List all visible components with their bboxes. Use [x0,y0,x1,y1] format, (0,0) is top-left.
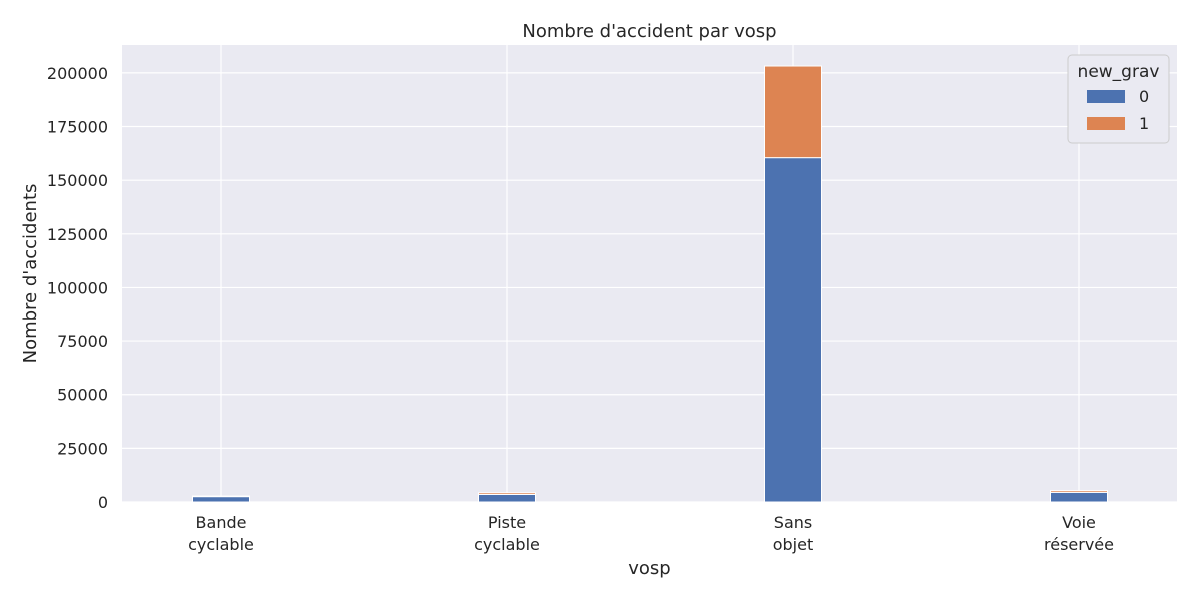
y-tick-label: 50000 [57,386,108,405]
y-axis-label: Nombre d'accidents [20,184,41,364]
x-tick-label: cyclable [188,535,254,554]
legend-label-1: 1 [1139,114,1149,133]
bar-2-series-0 [764,157,822,503]
y-tick-label: 75000 [57,332,108,351]
chart-title: Nombre d'accident par vosp [522,21,776,42]
x-tick-label: cyclable [474,535,540,554]
x-tick-label: réservée [1044,535,1114,554]
legend-title: new_grav [1078,62,1160,82]
x-axis-label: vosp [628,558,670,579]
legend-swatch-1 [1087,117,1125,130]
y-tick-label: 150000 [47,171,108,190]
x-tick-label: objet [773,535,814,554]
y-tick-label: 0 [98,493,108,512]
bar-1-series-0 [478,493,536,503]
legend: new_grav 01 [1067,54,1170,144]
y-tick-label: 200000 [47,64,108,83]
y-tick-label: 175000 [47,118,108,137]
y-tick-label: 100000 [47,278,108,297]
x-tick-label: Voie [1062,513,1096,532]
bars [192,65,1108,503]
x-axis-ticks: Bande cyclable Piste cyclable Sans objet Voie r… [188,513,1114,554]
bar-3-series-0 [1050,491,1108,503]
bar-1-series-1 [478,492,536,495]
plot-area [122,45,1177,502]
x-tick-label: Sans [774,513,812,532]
x-tick-label: Bande [196,513,247,532]
y-tick-label: 125000 [47,225,108,244]
legend-swatch-0 [1087,90,1125,103]
legend-label-0: 0 [1139,87,1149,106]
x-tick-label: Piste [488,513,526,532]
y-axis-ticks: 0 25000 50000 75000 100000 125000 150000 175000… [47,64,108,512]
legend-items: 01 [1087,87,1149,133]
bar-2-series-1 [764,65,822,159]
bar-3-series-1 [1050,490,1108,493]
y-tick-label: 25000 [57,439,108,458]
bar-0-series-0 [192,496,250,503]
bar-0-series-1 [192,495,250,498]
